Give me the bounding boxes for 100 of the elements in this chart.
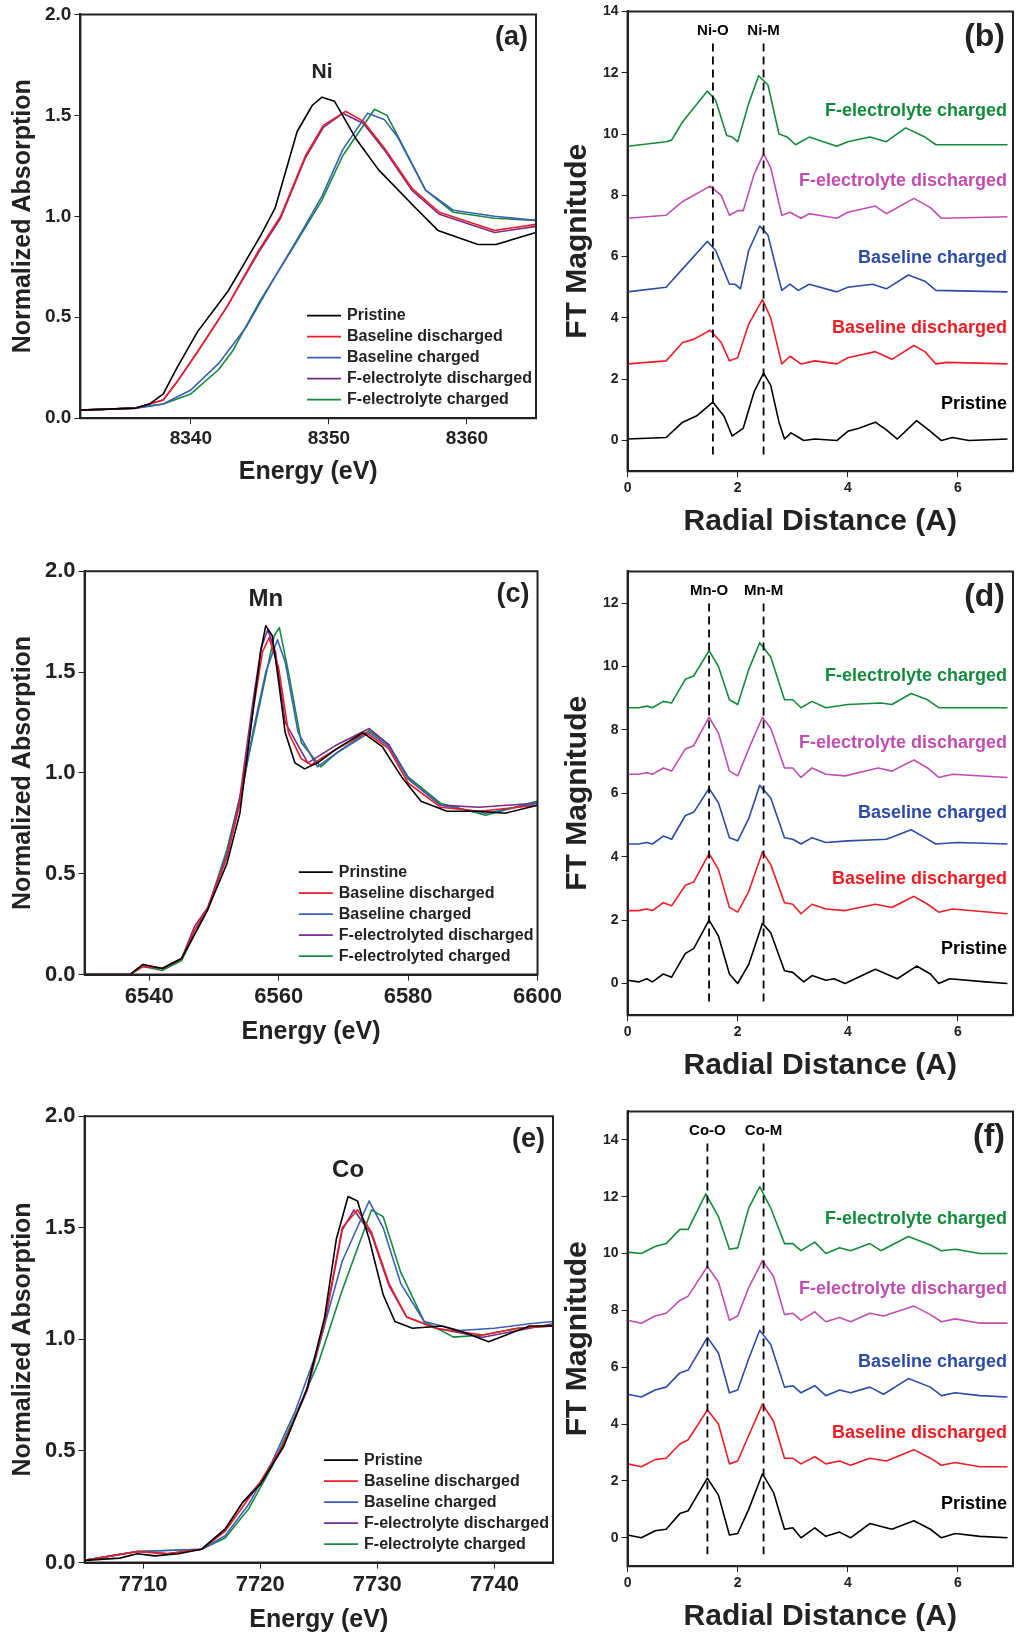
- x-axis-title: Energy (eV): [238, 455, 378, 484]
- series-label: F-electrolyte charged: [824, 99, 1007, 120]
- series-label: F-electrolyte charged: [824, 665, 1007, 686]
- series-label: F-electrolyte charged: [824, 1208, 1007, 1229]
- y-axis-title: FT Magnitude: [559, 1241, 593, 1437]
- y-tick-label: 2: [610, 910, 619, 927]
- legend-label: Pristine: [347, 306, 406, 324]
- x-tick-label: 7740: [469, 1570, 519, 1596]
- annotation: (e): [512, 1123, 545, 1154]
- annotation: (d): [964, 577, 1005, 614]
- y-tick-label: 0.5: [44, 859, 76, 885]
- x-tick-label: 6600: [513, 982, 563, 1008]
- y-tick-label: 6: [610, 784, 619, 801]
- x-tick-label: 2: [733, 479, 742, 496]
- y-tick-label: 4: [610, 308, 619, 325]
- series-label: Baseline discharged: [831, 868, 1007, 889]
- ref-line-label: Ni-O: [697, 21, 730, 39]
- x-tick-label: 6: [954, 1574, 963, 1591]
- y-tick-label: 1.5: [44, 658, 76, 684]
- y-tick-label: 12: [602, 1187, 619, 1204]
- x-axis-title: Energy (eV): [241, 1015, 381, 1044]
- series-label: Baseline charged: [857, 246, 1007, 267]
- y-tick-label: 12: [602, 593, 619, 610]
- y-tick-label: 0.0: [44, 406, 72, 428]
- series-label: Pristine: [940, 938, 1007, 959]
- legend-label: Baseline charged: [338, 904, 472, 922]
- y-axis-title: Normalized Absorption: [6, 635, 35, 910]
- annotation: (a): [495, 21, 528, 52]
- annotation: (c): [496, 578, 530, 609]
- x-tick-label: 4: [843, 479, 852, 496]
- x-tick-label: 6540: [124, 982, 174, 1008]
- legend-label: Baseline charged: [364, 1492, 497, 1510]
- y-tick-label: 10: [602, 1244, 619, 1261]
- annotation: Mn: [248, 584, 284, 612]
- legend-label: Baseline charged: [347, 348, 480, 366]
- ref-line-label: Ni-M: [747, 21, 780, 39]
- legend-label: F-electrolyte discharged: [364, 1513, 550, 1531]
- y-tick-label: 0.5: [44, 1437, 76, 1463]
- y-tick-label: 0: [610, 1528, 619, 1545]
- x-tick-label: 6: [954, 1023, 963, 1040]
- y-tick-label: 0.0: [44, 960, 76, 986]
- y-tick-label: 4: [610, 1414, 619, 1431]
- legend-label: F-electrolyted charged: [338, 946, 511, 964]
- y-tick-label: 2.0: [44, 2, 72, 24]
- y-tick-label: 14: [602, 1130, 619, 1147]
- series-label: Baseline discharged: [831, 1421, 1007, 1442]
- y-tick-label: 6: [610, 1358, 619, 1375]
- y-axis-title: FT Magnitude: [559, 143, 593, 339]
- x-tick-label: 4: [843, 1023, 852, 1040]
- x-tick-label: 6560: [254, 982, 304, 1008]
- legend-label: Baseline discharged: [347, 327, 503, 345]
- x-tick-label: 8350: [307, 426, 351, 448]
- y-tick-label: 10: [602, 124, 619, 141]
- y-tick-label: 2.0: [44, 557, 76, 583]
- y-tick-label: 0.0: [44, 1548, 76, 1574]
- y-tick-label: 4: [610, 847, 619, 864]
- x-tick-label: 7720: [235, 1570, 285, 1596]
- x-tick-label: 8340: [169, 426, 212, 448]
- series-label: F-electrolyte discharged: [798, 1278, 1007, 1299]
- x-axis-title: Radial Distance (A): [683, 1598, 957, 1632]
- annotation: Ni: [311, 59, 333, 83]
- legend-label: F-electrolyte charged: [347, 390, 509, 408]
- series-label: F-electrolyte discharged: [798, 170, 1007, 191]
- y-tick-label: 6: [610, 247, 619, 264]
- annotation: Co: [332, 1155, 365, 1183]
- ref-line-label: Mn-M: [744, 581, 784, 599]
- x-tick-label: 2: [733, 1574, 742, 1591]
- y-tick-label: 8: [610, 720, 619, 737]
- x-tick-label: 7710: [118, 1570, 168, 1596]
- legend-label: Baseline discharged: [364, 1471, 520, 1489]
- x-tick-label: 2: [733, 1023, 742, 1040]
- x-tick-label: 8360: [445, 426, 489, 448]
- legend-label: Pristine: [364, 1450, 423, 1468]
- y-tick-label: 10: [602, 657, 619, 674]
- x-tick-label: 0: [623, 1574, 632, 1591]
- series-label: Baseline discharged: [831, 317, 1007, 338]
- x-tick-label: 0: [623, 479, 632, 496]
- ref-line-label: Mn-O: [689, 581, 729, 599]
- x-axis-title: Energy (eV): [249, 1603, 389, 1632]
- y-tick-label: 1.5: [44, 103, 72, 125]
- y-tick-label: 8: [610, 1301, 619, 1318]
- y-tick-label: 1.0: [44, 204, 72, 226]
- y-tick-label: 1.5: [44, 1213, 76, 1239]
- series-label: Pristine: [940, 1492, 1007, 1513]
- x-tick-label: 6580: [383, 982, 433, 1008]
- legend-label: Prinstine: [338, 862, 408, 880]
- x-tick-label: 6: [954, 479, 963, 496]
- ref-line-label: Co-O: [689, 1121, 727, 1139]
- y-axis-title: Normalized Absorption: [6, 79, 35, 354]
- x-tick-label: 0: [623, 1023, 632, 1040]
- x-axis-title: Radial Distance (A): [683, 503, 957, 537]
- legend-label: F-electrolyte charged: [364, 1534, 526, 1552]
- series-label: F-electrolyte discharged: [798, 731, 1007, 752]
- y-tick-label: 2: [610, 1471, 619, 1488]
- y-axis-title: FT Magnitude: [559, 695, 593, 891]
- y-tick-label: 2.0: [44, 1102, 76, 1128]
- legend-label: F-electrolyte discharged: [347, 369, 533, 387]
- y-tick-label: 14: [602, 2, 619, 19]
- x-axis-title: Radial Distance (A): [683, 1047, 957, 1081]
- y-tick-label: 8: [610, 186, 619, 203]
